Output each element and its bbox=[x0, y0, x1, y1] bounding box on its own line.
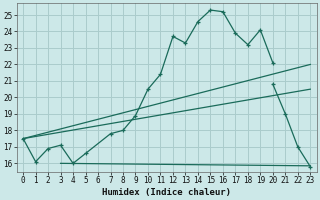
X-axis label: Humidex (Indice chaleur): Humidex (Indice chaleur) bbox=[102, 188, 231, 197]
